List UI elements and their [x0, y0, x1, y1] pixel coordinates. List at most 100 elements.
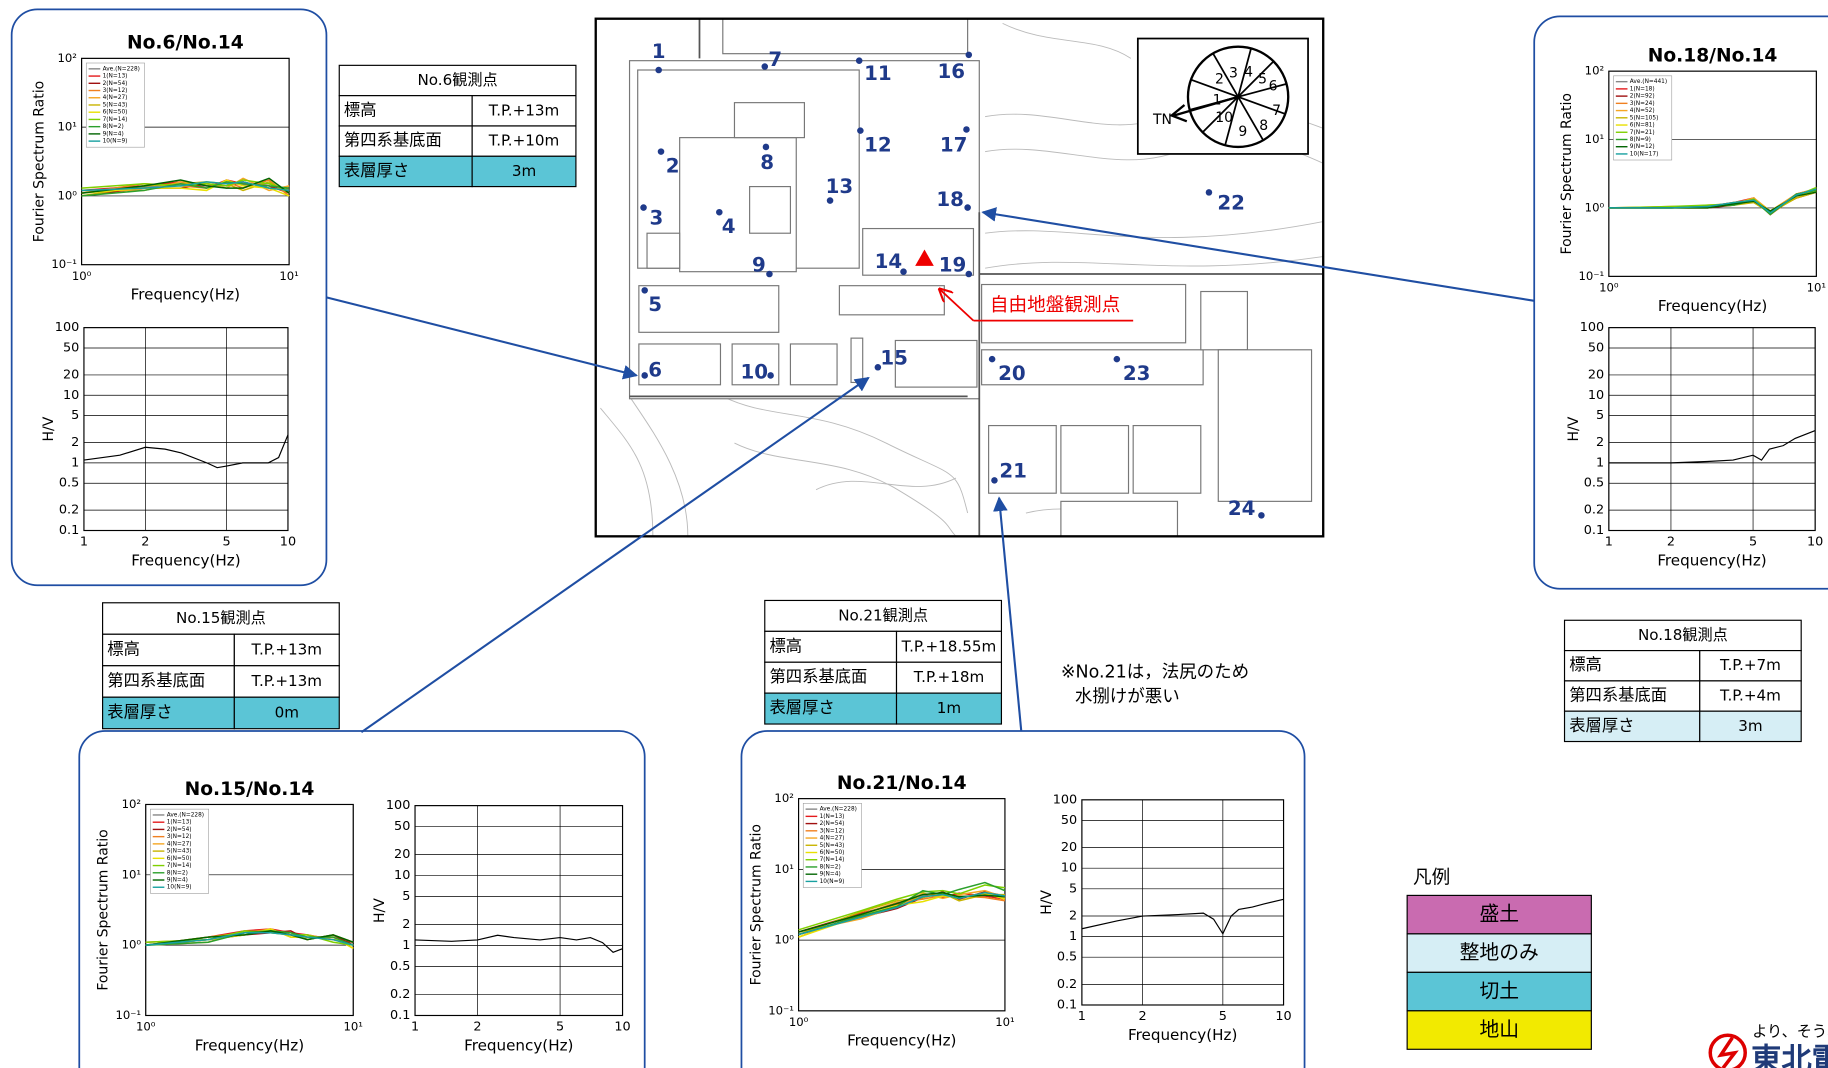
- x-tick-label: 10: [614, 1020, 630, 1035]
- legend-cell: [1406, 971, 1592, 1012]
- station-dot: [1258, 512, 1265, 519]
- y-tick-label: 10²: [57, 51, 76, 65]
- note: ※No.21は，法尻のため: [1061, 663, 1249, 683]
- compass: TN 1 2 3 4 5 6 789 10: [1152, 45, 1290, 149]
- station-label: 9: [752, 253, 766, 276]
- station-label: 20: [998, 362, 1026, 385]
- station-dot: [640, 204, 647, 211]
- station-dot: [826, 197, 834, 204]
- x-axis-label: Frequency(Hz): [847, 1032, 956, 1050]
- table-cell: [471, 155, 577, 188]
- x-tick-label: 10¹: [995, 1015, 1015, 1029]
- station-label: 7: [768, 48, 782, 71]
- y-axis-label: Fourier Spectrum Ratio: [32, 81, 48, 242]
- table-value: 3m: [1738, 717, 1762, 735]
- chart-title: No.18/No.14: [1648, 46, 1778, 67]
- y-tick-label: 10⁻¹: [51, 257, 77, 271]
- data-line: [1608, 430, 1816, 464]
- station-dot: [641, 372, 648, 379]
- x-tick-label: 10¹: [1807, 281, 1827, 295]
- x-tick-label: 2: [141, 535, 149, 550]
- legend-label: 6(N=81): [1630, 123, 1655, 129]
- legend-label: 9(N=4): [820, 872, 841, 878]
- table-title: No.18観測点: [1638, 626, 1728, 644]
- y-tick-label: 10: [1061, 861, 1077, 876]
- table-title-cell: [764, 599, 1003, 632]
- data-line: [415, 934, 623, 953]
- y-axis-label: H/V: [1039, 890, 1055, 915]
- table-title: No.15観測点: [176, 609, 266, 627]
- compass-north: TN: [1152, 112, 1172, 128]
- table-cell: [471, 95, 577, 127]
- x-tick-label: 2: [473, 1020, 481, 1035]
- y-tick-label: 10¹: [1585, 132, 1605, 146]
- compass-sector-label: 2: [1215, 71, 1224, 87]
- logo-tagline: より、そう、ち: [1752, 1022, 1828, 1040]
- x-tick-label: 5: [1749, 535, 1757, 550]
- table-cell: [338, 155, 473, 188]
- y-tick-label: 10²: [774, 791, 793, 805]
- y-tick-label: 10: [1588, 388, 1604, 403]
- x-axis-label: Frequency(Hz): [131, 286, 240, 304]
- x-tick-label: 10⁰: [789, 1015, 809, 1029]
- x-tick-label: 10¹: [344, 1020, 364, 1034]
- legend-label: 2(N=54): [167, 827, 192, 833]
- table-value: 1m: [937, 699, 961, 717]
- legend-label: 8(N=2): [103, 124, 124, 130]
- y-tick-label: 2: [1069, 909, 1077, 924]
- table-value: T.P.+7m: [1719, 656, 1781, 674]
- y-axis-label: H/V: [1566, 416, 1582, 441]
- x-axis-label: Frequency(Hz): [464, 1036, 573, 1054]
- y-tick-label: 5: [71, 408, 79, 423]
- y-tick-label: 0.2: [1584, 503, 1604, 518]
- x-axis-label: Frequency(Hz): [195, 1036, 304, 1054]
- legend-label: 7(N=14): [167, 863, 192, 869]
- y-tick-label: 10⁻¹: [115, 1008, 141, 1022]
- station-label: 17: [940, 133, 968, 156]
- connector: [326, 296, 638, 380]
- table-cell: [102, 696, 235, 730]
- station-label: 19: [939, 253, 967, 276]
- legend-label: 4(N=27): [820, 836, 845, 842]
- y-tick-label: 2: [71, 435, 79, 450]
- table-title-cell: [1563, 619, 1802, 652]
- y-tick-label: 10⁰: [57, 188, 77, 202]
- plot-area: [1608, 327, 1816, 532]
- chart-title: No.6/No.14: [127, 33, 244, 54]
- station-label: 10: [741, 361, 769, 384]
- compass-sector-label: 1: [1213, 92, 1222, 108]
- table-cell: [102, 633, 235, 667]
- legend-label: 整地のみ: [1460, 941, 1539, 964]
- table-cell: [895, 661, 1003, 694]
- station-dot: [991, 477, 998, 484]
- map-frame: [594, 17, 1325, 538]
- legend-label: 10(N=9): [103, 139, 128, 145]
- data-line: [798, 881, 1006, 936]
- table-cell: [233, 633, 340, 667]
- legend-label: Ave.(N=228): [167, 812, 204, 818]
- y-tick-label: 0.2: [59, 503, 79, 518]
- legend-label: Ave.(N=228): [103, 66, 140, 72]
- y-tick-label: 0.5: [390, 959, 410, 974]
- station-dot: [767, 372, 774, 379]
- legend-label: 2(N=54): [103, 81, 128, 87]
- station-label: 1: [652, 40, 666, 63]
- y-tick-label: 10²: [1585, 64, 1604, 78]
- y-tick-label: 10⁻¹: [768, 1003, 794, 1017]
- table-key: 表層厚さ: [769, 698, 834, 717]
- y-tick-label: 10: [63, 388, 79, 403]
- y-tick-label: 0.1: [390, 1008, 410, 1023]
- table-title-cell: [102, 602, 340, 635]
- legend-label: 9(N=4): [167, 878, 188, 884]
- legend-label: 5(N=43): [820, 843, 845, 849]
- x-tick-label: 10⁰: [136, 1020, 156, 1034]
- table-key: 第四系基底面: [344, 131, 442, 150]
- table-value: 3m: [512, 162, 536, 180]
- table-cell: [764, 630, 898, 663]
- plot-area: [1081, 799, 1285, 1006]
- legend-label: 9(N=4): [103, 131, 124, 137]
- legend-label: 切土: [1479, 980, 1519, 1003]
- table-value: T.P.+13m: [251, 640, 323, 658]
